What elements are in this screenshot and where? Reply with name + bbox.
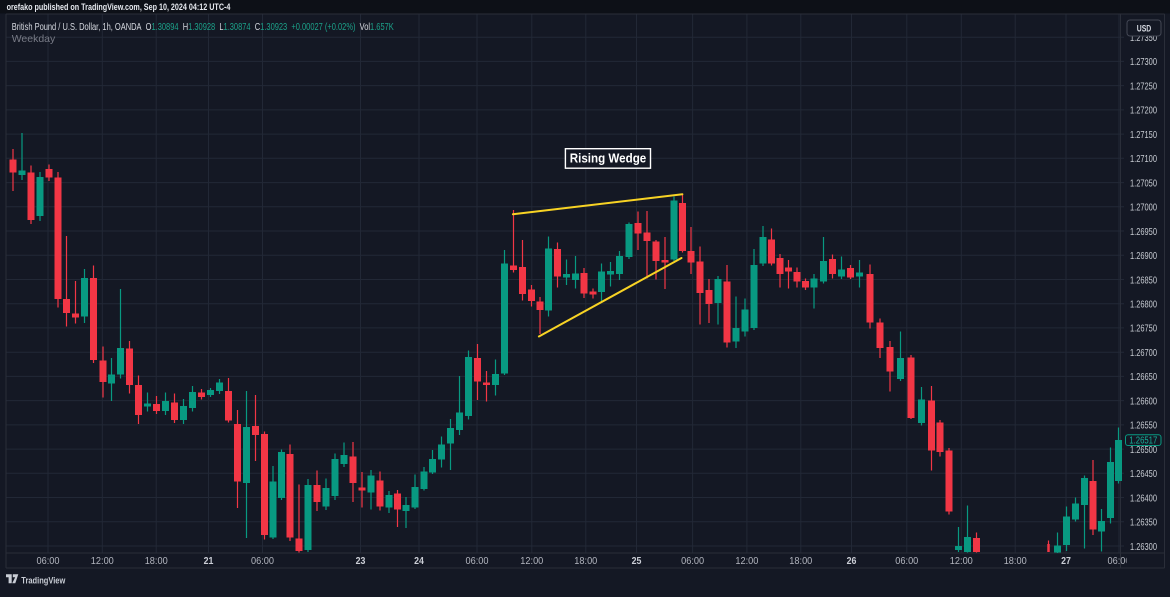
svg-text:1.27200: 1.27200 bbox=[1130, 105, 1157, 117]
svg-text:1.26700: 1.26700 bbox=[1130, 347, 1157, 359]
svg-text:1.27250: 1.27250 bbox=[1130, 80, 1157, 92]
svg-text:12:00: 12:00 bbox=[91, 555, 114, 567]
svg-text:1.26950: 1.26950 bbox=[1130, 226, 1157, 238]
svg-text:1.26550: 1.26550 bbox=[1130, 420, 1157, 432]
svg-text:1.26450: 1.26450 bbox=[1130, 468, 1157, 480]
svg-text:1.26850: 1.26850 bbox=[1130, 274, 1157, 286]
svg-text:1.27050: 1.27050 bbox=[1130, 177, 1157, 189]
svg-text:1.26650: 1.26650 bbox=[1130, 371, 1157, 383]
svg-text:1.26900: 1.26900 bbox=[1130, 250, 1157, 262]
svg-text:18:00: 18:00 bbox=[1004, 555, 1027, 567]
svg-text:British Pound / U.S. Dollar, 1: British Pound / U.S. Dollar, 1h, OANDA O… bbox=[12, 21, 394, 33]
svg-text:25: 25 bbox=[632, 555, 642, 567]
svg-text:1.26750: 1.26750 bbox=[1130, 323, 1157, 335]
svg-text:Rising Wedge: Rising Wedge bbox=[570, 152, 647, 166]
svg-text:USD: USD bbox=[1137, 24, 1152, 35]
svg-text:1.26800: 1.26800 bbox=[1130, 299, 1157, 311]
svg-text:1.26350: 1.26350 bbox=[1130, 517, 1157, 529]
svg-text:1.27000: 1.27000 bbox=[1130, 202, 1157, 214]
svg-text:12:00: 12:00 bbox=[950, 555, 973, 567]
svg-text:1.26600: 1.26600 bbox=[1130, 395, 1157, 407]
svg-text:06:00: 06:00 bbox=[251, 555, 274, 567]
svg-text:1.26400: 1.26400 bbox=[1130, 492, 1157, 504]
svg-text:24: 24 bbox=[414, 555, 424, 567]
svg-text:18:00: 18:00 bbox=[574, 555, 597, 567]
svg-text:1.27150: 1.27150 bbox=[1130, 129, 1157, 141]
svg-text:1.26500: 1.26500 bbox=[1130, 444, 1157, 456]
svg-text:06:00: 06:00 bbox=[37, 555, 60, 567]
svg-text:1.27100: 1.27100 bbox=[1130, 153, 1157, 165]
svg-text:orefako published on TradingVi: orefako published on TradingView.com, Se… bbox=[7, 2, 231, 12]
svg-text:26: 26 bbox=[847, 555, 857, 567]
svg-text:06:00: 06:00 bbox=[681, 555, 704, 567]
svg-text:18:00: 18:00 bbox=[789, 555, 812, 567]
svg-text:12:00: 12:00 bbox=[735, 555, 758, 567]
svg-text:18:00: 18:00 bbox=[145, 555, 168, 567]
svg-text:1.26517: 1.26517 bbox=[1129, 435, 1157, 446]
svg-text:21: 21 bbox=[204, 555, 214, 567]
svg-text:06:00: 06:00 bbox=[466, 555, 489, 567]
svg-text:06:00: 06:00 bbox=[895, 555, 918, 567]
svg-text:12:00: 12:00 bbox=[520, 555, 543, 567]
svg-text:1.27300: 1.27300 bbox=[1130, 56, 1157, 68]
svg-text:Weekday: Weekday bbox=[12, 33, 56, 45]
svg-text:TradingView: TradingView bbox=[21, 575, 65, 585]
svg-text:06:00: 06:00 bbox=[1108, 555, 1131, 567]
svg-text:27: 27 bbox=[1061, 555, 1071, 567]
svg-text:1.26300: 1.26300 bbox=[1130, 541, 1157, 553]
svg-text:23: 23 bbox=[356, 555, 366, 567]
